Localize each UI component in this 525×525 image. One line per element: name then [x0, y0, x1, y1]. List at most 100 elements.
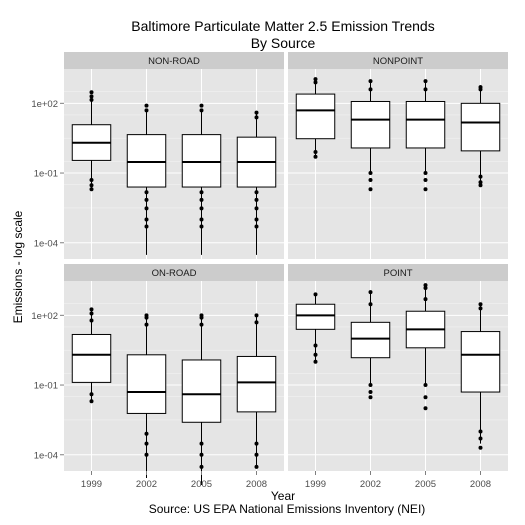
box-2008 [236, 110, 277, 255]
outlier-point [423, 283, 428, 288]
outlier-point [199, 452, 204, 457]
facet-strip [64, 264, 284, 281]
box-iqr [126, 134, 167, 188]
outlier-point [89, 399, 94, 404]
facet-panels: NON-ROAD NONPOINT ON-ROAD POINT [64, 52, 508, 485]
outlier-point [368, 79, 373, 84]
outlier-point [144, 431, 149, 436]
outlier-point [423, 406, 428, 411]
box-2002 [350, 290, 391, 400]
facet-strip [288, 52, 508, 69]
outlier-point [423, 79, 428, 84]
outlier-point [254, 217, 259, 222]
outlier-point [254, 206, 259, 211]
outlier-point [144, 197, 149, 202]
outlier-point [478, 306, 483, 311]
outlier-point [144, 217, 149, 222]
outlier-point [254, 313, 259, 318]
box-iqr [236, 355, 277, 413]
outlier-point [254, 190, 259, 195]
box-iqr [126, 354, 167, 414]
x-tick-label: 2008 [470, 479, 491, 490]
outlier-point [368, 178, 373, 183]
facet-label: NONPOINT [373, 56, 423, 67]
outlier-point [199, 313, 204, 318]
y-axis-label: Emissions - log scale [11, 210, 25, 323]
outlier-point [199, 190, 204, 195]
x-tick-label: 2002 [136, 479, 157, 490]
outlier-point [89, 90, 94, 95]
x-tick-label: 1999 [305, 479, 326, 490]
x-tick-label: 2005 [415, 479, 436, 490]
outlier-point [254, 115, 259, 120]
y-tick-label: 1e-01 [34, 381, 58, 392]
outlier-point [313, 150, 318, 155]
outlier-point [368, 290, 373, 295]
y-tick-label: 1e+02 [31, 311, 58, 322]
x-axis-ticks: 1999 2002 2005 2008 1999 2002 2005 2008 [81, 471, 491, 490]
outlier-point [368, 383, 373, 388]
outlier-point [199, 197, 204, 202]
facet-panel: NON-ROAD [64, 52, 284, 259]
box-2008 [460, 85, 501, 188]
outlier-point [89, 178, 94, 183]
outlier-point [254, 441, 259, 446]
outlier-point [89, 97, 94, 102]
outlier-point [144, 322, 149, 327]
outlier-point [89, 311, 94, 316]
outlier-point [368, 302, 373, 307]
outlier-point [199, 206, 204, 211]
outlier-point [199, 464, 204, 469]
box-iqr [460, 102, 501, 152]
outlier-point [313, 352, 318, 357]
y-tick-label: 1e-04 [34, 238, 58, 249]
outlier-point [254, 224, 259, 229]
outlier-point [89, 94, 94, 99]
facet-panel: POINT [288, 264, 508, 471]
outlier-point [478, 445, 483, 450]
outlier-point [423, 171, 428, 176]
outlier-point [144, 206, 149, 211]
box-iqr [295, 93, 336, 140]
x-axis-label: Year [271, 489, 295, 503]
outlier-point [144, 103, 149, 108]
box-1999 [71, 307, 112, 404]
box-iqr [350, 321, 391, 359]
outlier-point [423, 178, 428, 183]
y-tick-label: 1e-04 [34, 450, 58, 461]
box-2008 [236, 313, 277, 469]
outlier-point [144, 452, 149, 457]
outlier-point [199, 224, 204, 229]
outlier-point [423, 285, 428, 290]
facet-label: POINT [383, 268, 412, 279]
outlier-point [423, 297, 428, 302]
outlier-point [89, 392, 94, 397]
outlier-point [144, 224, 149, 229]
outlier-point [368, 395, 373, 400]
chart-subtitle: By Source [251, 35, 316, 51]
outlier-point [144, 190, 149, 195]
box-1999 [295, 292, 336, 364]
box-iqr [460, 331, 501, 393]
chart-title: Baltimore Particulate Matter 2.5 Emissio… [131, 18, 434, 34]
outlier-point [478, 85, 483, 90]
outlier-point [254, 320, 259, 325]
outlier-point [254, 452, 259, 457]
box-2005 [181, 313, 222, 485]
x-tick-label: 2002 [360, 479, 381, 490]
outlier-point [89, 307, 94, 312]
box-iqr [295, 303, 336, 330]
outlier-point [313, 80, 318, 85]
box-2002 [350, 79, 391, 192]
outlier-point [199, 441, 204, 446]
box-2002 [126, 313, 167, 478]
box-2005 [405, 79, 446, 192]
box-2008 [460, 302, 501, 450]
outlier-point [144, 441, 149, 446]
y-tick-label: 1e-01 [34, 169, 58, 180]
outlier-point [199, 108, 204, 113]
outlier-point [199, 217, 204, 222]
outlier-point [478, 180, 483, 185]
facet-label: ON-ROAD [152, 268, 197, 279]
